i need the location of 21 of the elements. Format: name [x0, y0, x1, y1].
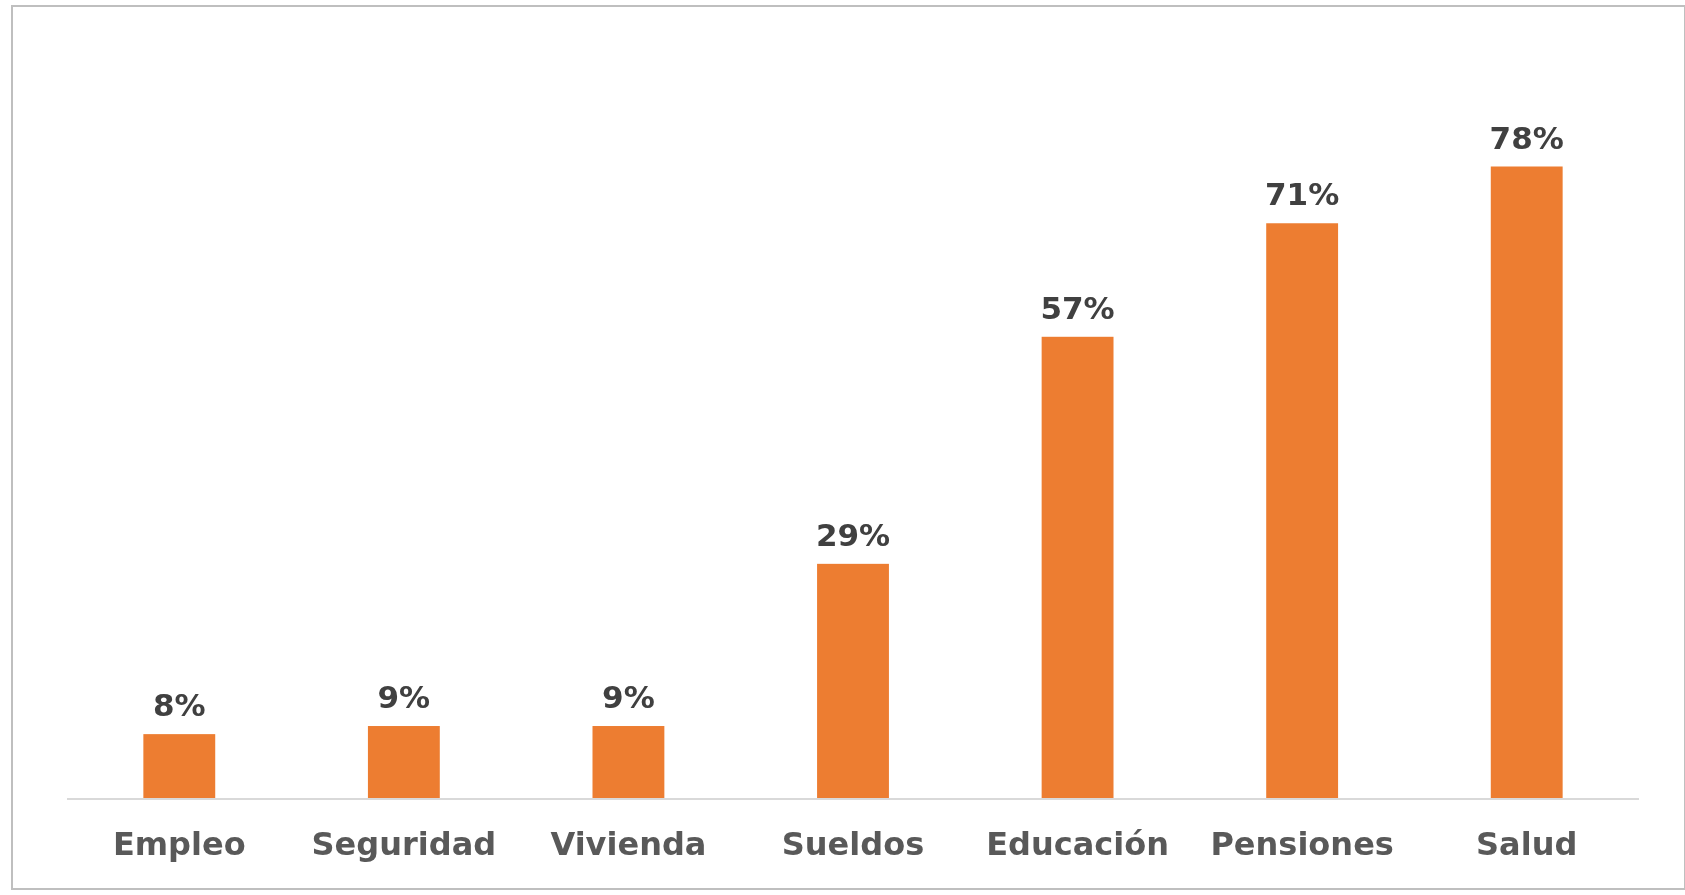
data-label: 57% [1040, 289, 1115, 326]
bar [1041, 336, 1114, 799]
data-label: 8% [152, 687, 206, 724]
bar [143, 734, 216, 799]
x-tick-label: Seguridad [311, 825, 497, 863]
data-label: 71% [1265, 176, 1340, 213]
bar [1266, 223, 1339, 799]
x-tick-label: Sueldos [781, 825, 925, 863]
data-label: 9% [377, 679, 431, 716]
x-tick-label: Educación [986, 825, 1169, 863]
x-tick-label: Empleo [112, 825, 246, 863]
bar [367, 726, 440, 799]
x-tick-label: Pensiones [1210, 825, 1394, 863]
bar [817, 563, 889, 799]
x-tick-label: Vivienda [550, 825, 707, 863]
bar [592, 726, 665, 799]
x-tick-label: Salud [1476, 825, 1578, 863]
data-label: 9% [602, 679, 655, 716]
data-label: 78% [1489, 119, 1564, 156]
data-label: 29% [815, 516, 891, 553]
bar [1490, 166, 1563, 799]
